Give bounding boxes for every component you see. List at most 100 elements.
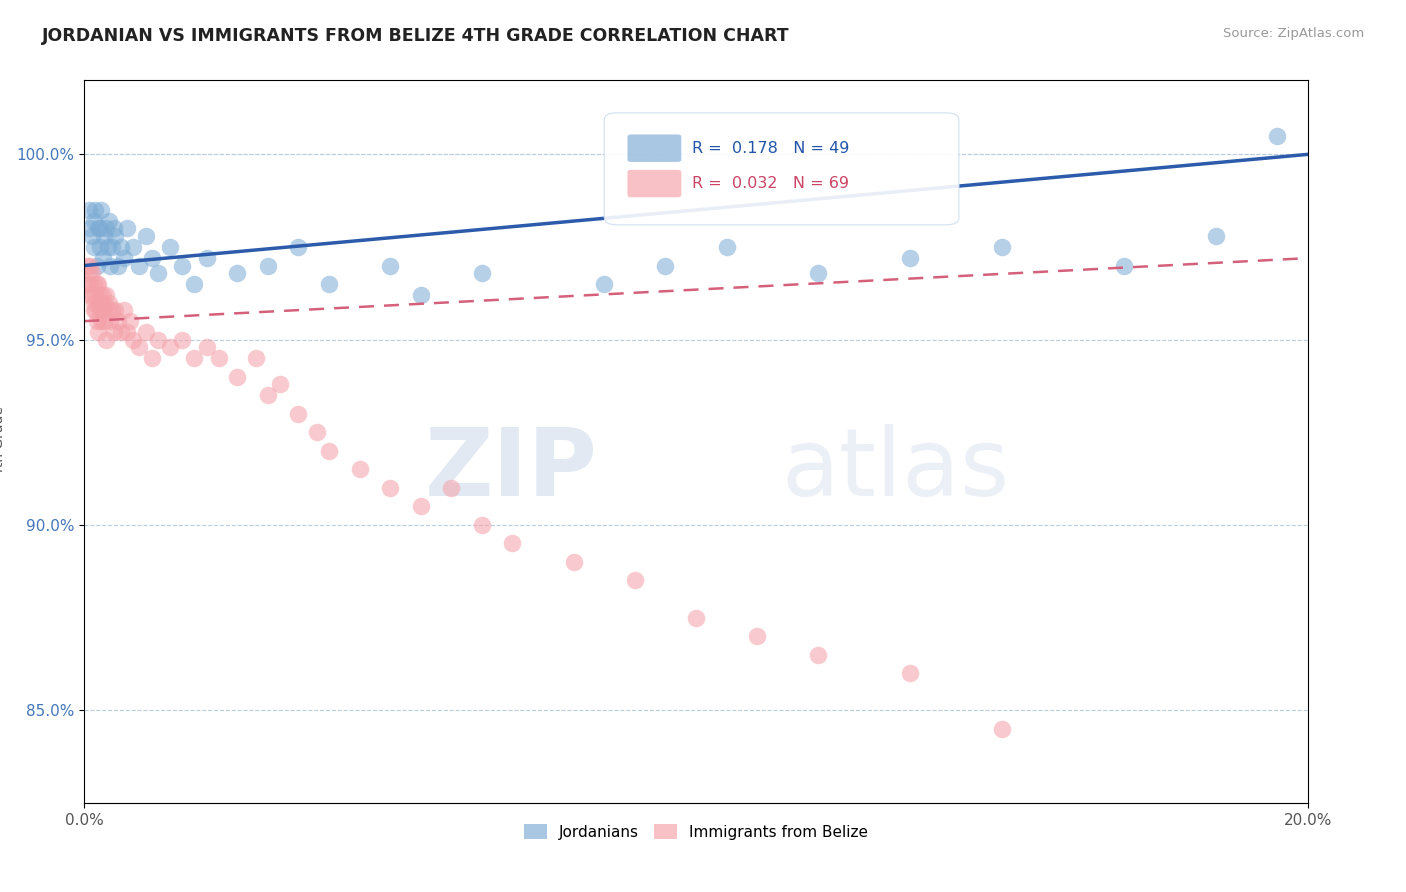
- Point: [77, 202, 100, 217]
- Point: [122, 240, 145, 254]
- Point: [624, 574, 647, 588]
- Point: [257, 259, 280, 273]
- Point: [380, 259, 402, 273]
- Text: JORDANIAN VS IMMIGRANTS FROM BELIZE 4TH GRADE CORRELATION CHART: JORDANIAN VS IMMIGRANTS FROM BELIZE 4TH …: [42, 27, 790, 45]
- Point: [245, 351, 267, 366]
- Point: [183, 277, 205, 291]
- Point: [409, 500, 432, 514]
- Point: [101, 240, 124, 254]
- Point: [86, 259, 108, 273]
- Point: [195, 340, 218, 354]
- Point: [77, 266, 100, 280]
- Point: [305, 425, 328, 440]
- Point: [97, 303, 120, 318]
- Point: [79, 221, 101, 235]
- Point: [79, 277, 101, 291]
- Point: [86, 314, 108, 328]
- Point: [83, 303, 105, 318]
- Point: [562, 555, 585, 569]
- Point: [141, 251, 163, 265]
- Point: [135, 325, 157, 339]
- Point: [183, 351, 205, 366]
- Point: [471, 517, 494, 532]
- Point: [287, 240, 309, 254]
- Point: [91, 303, 114, 318]
- Text: R =  0.032   N = 69: R = 0.032 N = 69: [692, 176, 849, 191]
- Point: [104, 303, 127, 318]
- Point: [93, 295, 115, 310]
- Point: [98, 259, 121, 273]
- Point: [87, 277, 110, 291]
- Point: [172, 333, 194, 347]
- Point: [380, 481, 402, 495]
- Point: [716, 240, 738, 254]
- Point: [471, 266, 494, 280]
- Point: [747, 629, 769, 643]
- Point: [898, 251, 921, 265]
- Point: [135, 228, 157, 243]
- Point: [97, 295, 120, 310]
- Point: [80, 288, 103, 302]
- Point: [90, 295, 112, 310]
- Point: [91, 251, 114, 265]
- Point: [226, 266, 249, 280]
- Point: [318, 277, 340, 291]
- Point: [98, 314, 121, 328]
- FancyBboxPatch shape: [627, 169, 682, 197]
- Point: [94, 333, 117, 347]
- Point: [593, 277, 616, 291]
- Point: [685, 610, 707, 624]
- Point: [97, 240, 120, 254]
- Point: [89, 240, 111, 254]
- Point: [991, 240, 1014, 254]
- Text: atlas: atlas: [782, 425, 1010, 516]
- Point: [146, 266, 169, 280]
- Point: [115, 221, 138, 235]
- Point: [1114, 259, 1136, 273]
- Point: [208, 351, 231, 366]
- Legend: Jordanians, Immigrants from Belize: Jordanians, Immigrants from Belize: [517, 818, 875, 846]
- Point: [79, 259, 101, 273]
- Point: [80, 228, 103, 243]
- Point: [112, 251, 135, 265]
- Point: [86, 277, 108, 291]
- Point: [84, 303, 107, 318]
- Point: [87, 221, 110, 235]
- Point: [76, 277, 98, 291]
- Point: [93, 314, 115, 328]
- Point: [77, 288, 100, 302]
- Point: [80, 266, 103, 280]
- Point: [84, 202, 107, 217]
- Point: [83, 240, 105, 254]
- Point: [1205, 228, 1227, 243]
- Point: [83, 295, 105, 310]
- Point: [110, 325, 132, 339]
- Point: [89, 303, 111, 318]
- Point: [159, 240, 181, 254]
- Point: [76, 259, 98, 273]
- Point: [83, 277, 105, 291]
- Point: [110, 240, 132, 254]
- Text: Source: ZipAtlas.com: Source: ZipAtlas.com: [1223, 27, 1364, 40]
- Point: [89, 221, 111, 235]
- Point: [654, 259, 676, 273]
- Point: [112, 303, 135, 318]
- Point: [90, 202, 112, 217]
- Point: [898, 666, 921, 681]
- Point: [146, 333, 169, 347]
- Point: [107, 259, 129, 273]
- Y-axis label: 4th Grade: 4th Grade: [0, 407, 6, 476]
- Point: [101, 303, 124, 318]
- Point: [195, 251, 218, 265]
- Point: [991, 722, 1014, 736]
- Point: [107, 314, 129, 328]
- Point: [94, 288, 117, 302]
- Point: [1265, 128, 1288, 143]
- Point: [269, 377, 291, 392]
- Point: [91, 288, 114, 302]
- Point: [287, 407, 309, 421]
- Point: [807, 266, 830, 280]
- Point: [349, 462, 371, 476]
- Point: [172, 259, 194, 273]
- Text: R =  0.178   N = 49: R = 0.178 N = 49: [692, 141, 849, 156]
